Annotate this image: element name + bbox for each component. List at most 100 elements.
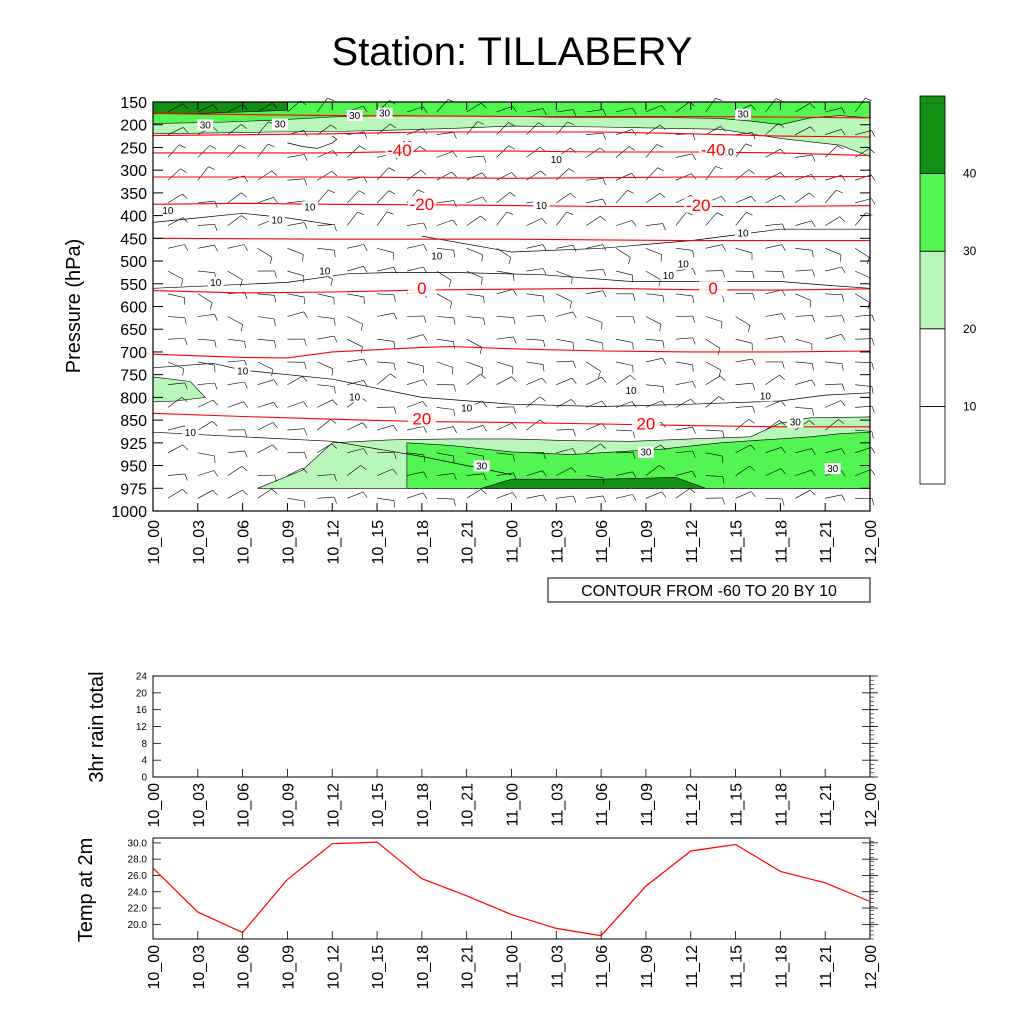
pressure-tick-label: 925 xyxy=(120,436,147,453)
wind-barb xyxy=(317,170,332,181)
wind-barb xyxy=(466,488,482,499)
wind-barb xyxy=(854,248,870,258)
wind-barb-flag xyxy=(692,364,694,372)
wind-barb xyxy=(227,360,245,363)
wind-barb-flag xyxy=(508,145,515,150)
wind-barb xyxy=(466,338,482,348)
wind-barb xyxy=(526,452,544,454)
wind-barb xyxy=(227,124,242,135)
wind-barb-flag xyxy=(212,126,218,132)
info-label: CONTOUR FROM -60 TO 20 BY 10 xyxy=(581,583,837,600)
wind-barb xyxy=(287,451,305,454)
x-tick-label: 11_18 xyxy=(773,783,790,826)
wind-barb xyxy=(705,396,719,408)
pressure-tick-label: 250 xyxy=(120,140,147,157)
wind-barb xyxy=(317,248,335,251)
wind-barb xyxy=(586,268,604,272)
wind-barb xyxy=(705,244,723,249)
wind-barb-flag xyxy=(214,200,218,208)
wind-contour-label: 10 xyxy=(210,278,222,289)
wind-barb xyxy=(854,212,867,226)
wind-barb xyxy=(287,498,305,502)
wind-barb xyxy=(346,190,360,204)
wind-barb xyxy=(765,98,777,113)
time-tick-label: 10_06 xyxy=(236,520,253,565)
wind-contour-label: 10 xyxy=(237,366,249,377)
wind-barb xyxy=(167,168,181,181)
wind-barb-flag xyxy=(716,212,724,216)
wind-barb-flag xyxy=(602,290,607,298)
wind-barb xyxy=(616,471,633,476)
wind-barb xyxy=(406,169,421,181)
wind-barb-flag xyxy=(327,97,334,101)
wind-barb-flag xyxy=(513,454,515,462)
wind-barb-flag xyxy=(331,368,334,376)
wind-contour-label-bg xyxy=(660,269,677,281)
temperature-contour-label: 0 xyxy=(417,279,426,298)
wind-barb-flag xyxy=(661,105,667,111)
wind-barb-flag xyxy=(718,396,725,401)
wind-barb xyxy=(795,154,813,158)
wind-barb xyxy=(436,426,454,431)
wind-barb-flag xyxy=(809,420,815,426)
wind-barb-flag xyxy=(244,450,248,458)
wind-barb xyxy=(496,376,512,385)
wind-barb-flag xyxy=(541,377,547,384)
wind-barb xyxy=(317,335,335,340)
wind-barb xyxy=(556,377,573,385)
time-tick-label: 11_00 xyxy=(505,520,522,563)
wind-barb-flag xyxy=(782,498,785,506)
wind-barb-flag xyxy=(811,154,816,162)
x-tick-label: 11_15 xyxy=(729,945,746,988)
wind-barb-flag xyxy=(841,470,846,477)
wind-barb xyxy=(376,190,390,204)
wind-barb-flag xyxy=(632,494,637,501)
wind-barb-flag xyxy=(331,170,338,177)
wind-barb xyxy=(825,419,839,431)
x-tick-label: 11_12 xyxy=(684,945,701,988)
wind-barb-flag xyxy=(836,189,843,194)
wind-barb-flag xyxy=(660,444,667,451)
wind-barb-flag xyxy=(752,271,755,279)
wind-contour-label-bg xyxy=(301,201,318,213)
wind-barb xyxy=(825,216,840,226)
wind-barb-flag xyxy=(393,363,396,371)
wind-barb-flag xyxy=(747,325,751,333)
x-tick-label: 10_00 xyxy=(146,783,163,828)
wind-barb xyxy=(227,192,242,204)
wind-barb xyxy=(167,489,183,499)
wind-barb xyxy=(197,293,213,304)
wind-barb-flag xyxy=(422,128,428,135)
wind-barb xyxy=(556,495,574,499)
wind-barb-flag xyxy=(363,266,368,273)
wind-barb-flag xyxy=(452,219,458,226)
wind-barb xyxy=(765,313,783,317)
wind-barb xyxy=(735,406,753,408)
wind-barb-flag xyxy=(691,173,697,180)
wind-barb-flag xyxy=(659,324,662,332)
wind-barb xyxy=(526,244,544,249)
wind-barb-flag xyxy=(303,500,306,509)
wind-barb xyxy=(436,452,454,457)
wind-barb xyxy=(586,475,604,478)
wind-barb xyxy=(615,190,628,204)
pressure-tick-label: 600 xyxy=(120,300,147,317)
wind-barb-flag xyxy=(511,376,517,382)
wind-barb-flag xyxy=(423,471,428,479)
wind-barb-flag xyxy=(334,224,337,232)
wind-barb-flag xyxy=(244,429,247,437)
wind-barb xyxy=(317,443,332,454)
wind-barb xyxy=(795,361,813,364)
wind-barb xyxy=(675,153,693,158)
wind-barb xyxy=(825,266,842,272)
wind-barb-flag xyxy=(871,362,874,370)
y-tick-label: 0 xyxy=(141,773,147,784)
temp-line xyxy=(152,841,871,937)
wind-barb xyxy=(317,496,335,499)
wind-barb xyxy=(496,122,509,135)
wind-barb xyxy=(227,144,240,158)
wind-barb xyxy=(615,401,633,408)
wind-barb xyxy=(765,223,783,226)
wind-barb-flag xyxy=(304,452,307,459)
wind-barb xyxy=(287,311,304,317)
